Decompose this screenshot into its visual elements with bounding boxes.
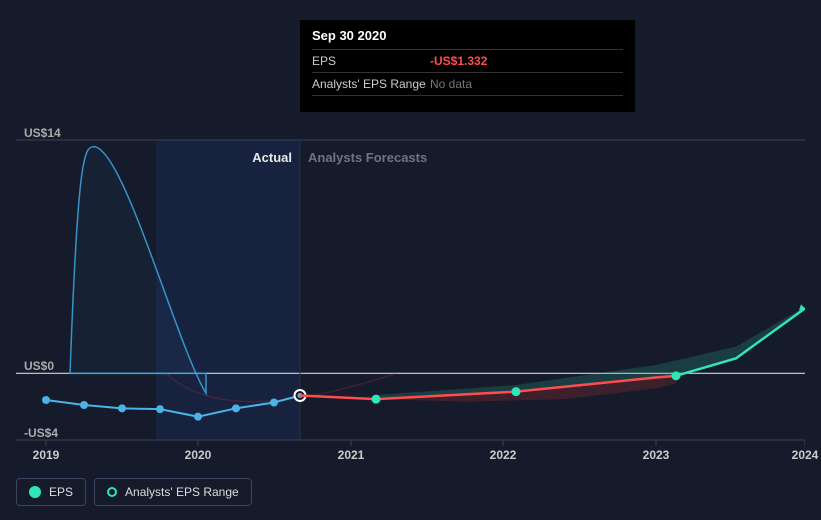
x-tick-label: 2021	[338, 448, 365, 462]
legend-ring-icon	[107, 487, 117, 497]
y-tick-label: -US$4	[24, 426, 58, 440]
x-axis-labels: 201920202021202220232024	[16, 448, 805, 468]
tooltip-label: Analysts' EPS Range	[312, 77, 430, 91]
x-tick-label: 2023	[643, 448, 670, 462]
chart-tooltip: Sep 30 2020 EPS -US$1.332 Analysts' EPS …	[300, 20, 635, 112]
legend-item-range[interactable]: Analysts' EPS Range	[94, 478, 252, 506]
chart-legend: EPS Analysts' EPS Range	[16, 478, 252, 506]
tooltip-row-range: Analysts' EPS Range No data	[312, 72, 623, 96]
tooltip-date: Sep 30 2020	[312, 28, 623, 43]
tooltip-value: -US$1.332	[430, 54, 487, 68]
legend-label: Analysts' EPS Range	[125, 485, 239, 499]
legend-label: EPS	[49, 485, 73, 499]
tooltip-row-eps: EPS -US$1.332	[312, 49, 623, 72]
chart-svg	[16, 120, 805, 460]
tooltip-label: EPS	[312, 54, 430, 68]
tooltip-value: No data	[430, 77, 472, 91]
x-tick-label: 2019	[33, 448, 60, 462]
x-tick-label: 2022	[490, 448, 517, 462]
actual-region-label: Actual	[252, 150, 292, 165]
x-tick-label: 2024	[792, 448, 819, 462]
eps-chart[interactable]: Actual Analysts Forecasts US$14 US$0 -US$4	[16, 120, 805, 460]
y-tick-label: US$14	[24, 126, 61, 140]
x-tick-label: 2020	[185, 448, 212, 462]
legend-item-eps[interactable]: EPS	[16, 478, 86, 506]
y-tick-label: US$0	[24, 359, 54, 373]
legend-dot-icon	[29, 486, 41, 498]
forecast-region-label: Analysts Forecasts	[308, 150, 427, 165]
